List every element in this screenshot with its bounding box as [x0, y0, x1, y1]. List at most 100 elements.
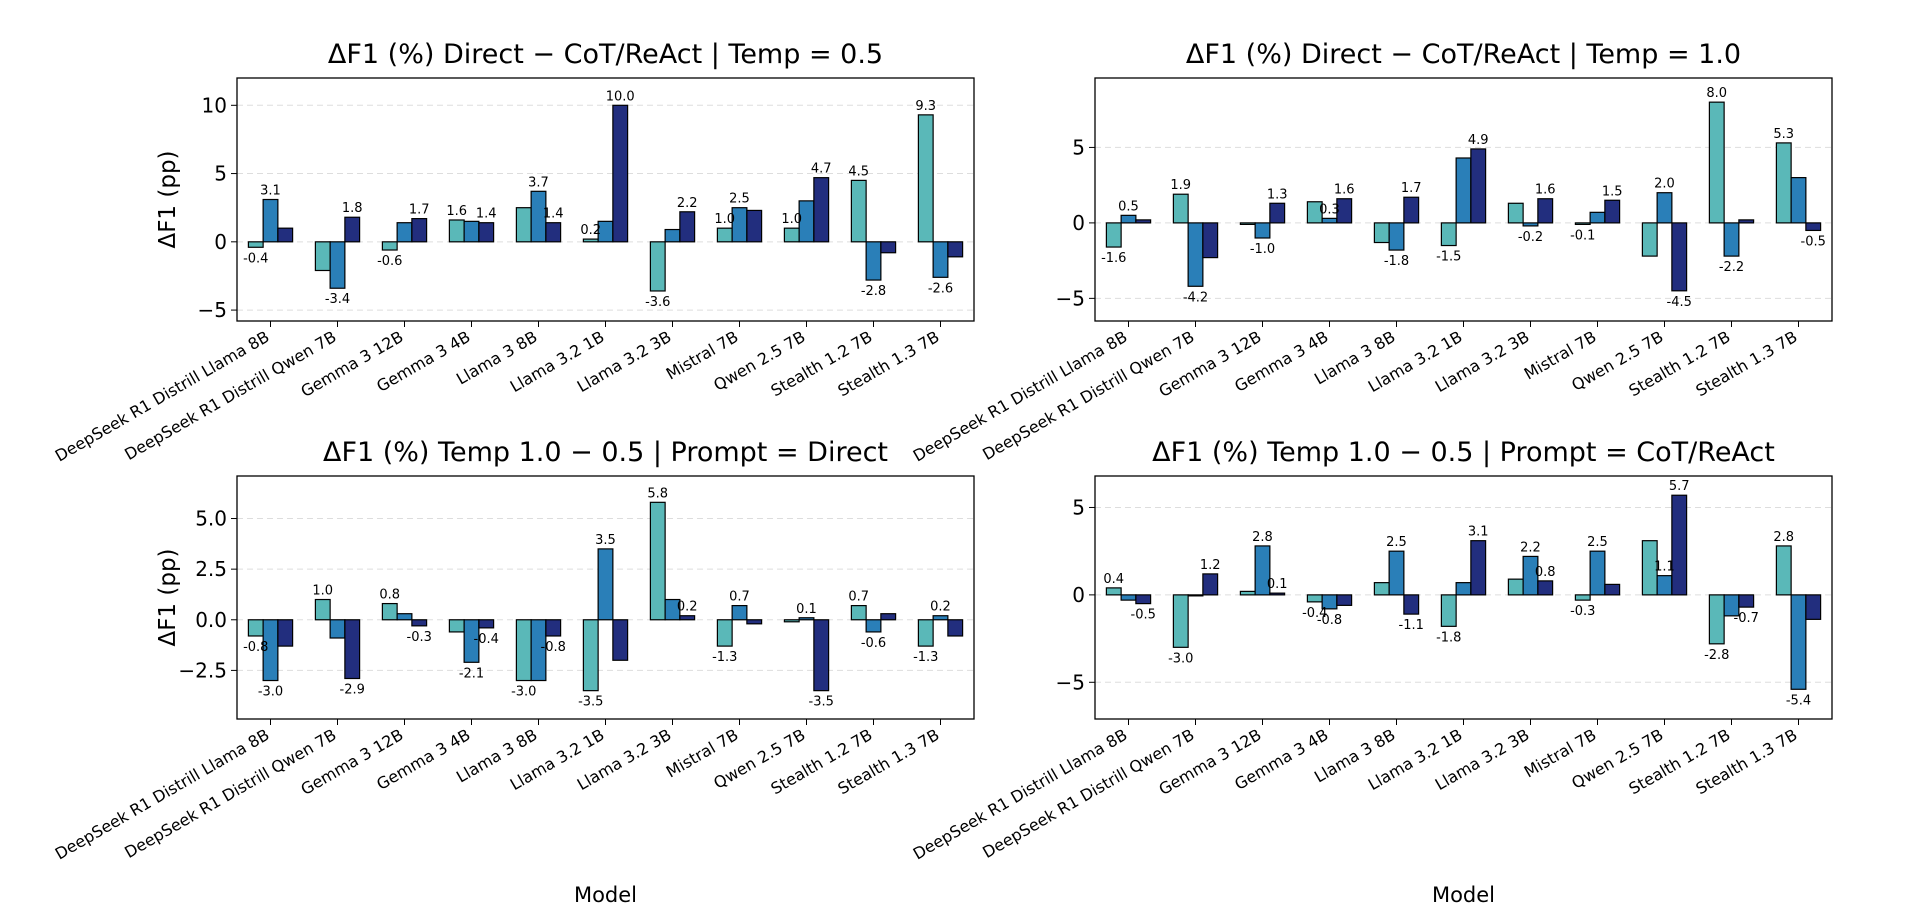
bar: [1507, 578, 1524, 596]
chart-panel-4: 0.4 -3.0 -0.4 -1.8 -0.3 -2.8 2.8 2.8 -0.8 2.5 2.2 2…: [910, 437, 1833, 907]
data-label: 5.7: [1669, 479, 1690, 494]
bar: [746, 209, 763, 243]
y-tick-label: 10: [202, 93, 227, 117]
data-label: 1.3: [1267, 187, 1288, 202]
data-label: -0.3: [407, 630, 432, 645]
data-label: 1.6: [1334, 183, 1355, 198]
bar: [1790, 177, 1807, 224]
data-label: 2.8: [1252, 530, 1273, 545]
bar: [1254, 222, 1271, 239]
bar: [1187, 222, 1204, 287]
data-label: -3.0: [258, 685, 283, 700]
bar: [411, 218, 428, 243]
bar: [1589, 211, 1606, 224]
bar: [1306, 594, 1323, 603]
bar: [1172, 594, 1189, 648]
data-label: -4.5: [1667, 295, 1692, 310]
bar: [1790, 594, 1807, 690]
data-label: -4.2: [1183, 290, 1208, 305]
y-tick-label: −5: [1056, 670, 1085, 694]
data-label: -0.3: [1570, 604, 1595, 619]
bar: [1403, 196, 1420, 224]
data-label: -1.3: [712, 650, 737, 665]
bar: [1105, 587, 1122, 596]
bar: [314, 598, 331, 621]
data-label: -1.5: [1436, 250, 1461, 265]
y-tick-label: −5: [1056, 286, 1085, 310]
data-label: 0.8: [379, 588, 400, 603]
data-label: -0.6: [861, 636, 886, 651]
y-tick-label: 0.0: [195, 608, 227, 632]
bar: [1455, 582, 1472, 596]
data-label: 9.3: [915, 99, 936, 114]
bar: [731, 604, 748, 621]
y-tick-label: 0: [1072, 583, 1085, 607]
bar: [1604, 199, 1621, 224]
y-axis-label: ΔF1 (pp): [155, 548, 181, 646]
data-label: 3.7: [528, 175, 549, 190]
bar: [716, 227, 733, 243]
bar: [1805, 222, 1822, 232]
bar: [947, 619, 964, 637]
chart-title: ΔF1 (%) Temp 1.0 − 0.5 | Prompt = Direct: [323, 437, 888, 468]
bar: [277, 227, 294, 243]
data-label: 1.0: [781, 212, 802, 227]
bar: [1574, 594, 1591, 601]
bar: [813, 177, 830, 243]
bar: [1589, 550, 1606, 596]
bar: [612, 104, 629, 243]
bar: [1135, 594, 1152, 605]
bar: [1321, 217, 1338, 224]
bar: [478, 619, 495, 629]
bar: [396, 613, 413, 621]
bar: [1187, 594, 1204, 597]
data-label: 3.5: [595, 533, 616, 548]
data-label: -1.0: [1250, 242, 1275, 257]
data-label: 4.5: [848, 164, 869, 179]
bar: [649, 241, 666, 292]
y-tick-label: 5.0: [195, 507, 227, 531]
data-label: -2.1: [459, 666, 484, 681]
data-label: -0.2: [1518, 230, 1543, 245]
bar: [381, 241, 398, 251]
data-label: 1.0: [312, 584, 333, 599]
bar: [1574, 222, 1591, 226]
bar: [1641, 222, 1658, 257]
bar: [515, 619, 532, 682]
bar: [1239, 222, 1256, 226]
data-label: 5.3: [1773, 127, 1794, 142]
data-label: 1.4: [543, 207, 564, 222]
data-label: -0.7: [1734, 611, 1759, 626]
bar: [1470, 148, 1487, 224]
bar: [1604, 583, 1621, 596]
y-tick-label: 0: [1072, 211, 1085, 235]
bar: [1522, 555, 1539, 596]
bar: [597, 548, 614, 621]
chart-title: ΔF1 (%) Direct − CoT/ReAct | Temp = 1.0: [1186, 39, 1741, 70]
bar: [381, 602, 398, 621]
data-label: 1.9: [1170, 178, 1191, 193]
data-label: -0.8: [1317, 613, 1342, 628]
bar: [262, 619, 279, 682]
bar: [917, 114, 934, 243]
bar: [1403, 594, 1420, 615]
data-label: -3.6: [645, 295, 670, 310]
bar: [1656, 192, 1673, 224]
bar: [932, 241, 949, 278]
bar: [746, 619, 763, 625]
bar: [1708, 594, 1725, 645]
data-label: -1.8: [1384, 254, 1409, 269]
data-label: -0.8: [541, 640, 566, 655]
bar: [582, 619, 599, 692]
bar: [865, 619, 882, 633]
bar: [1135, 219, 1152, 224]
data-label: 0.1: [1267, 577, 1288, 592]
data-label: -0.8: [243, 640, 268, 655]
data-label: -2.8: [1704, 648, 1729, 663]
data-label: -0.4: [1302, 606, 1327, 621]
bar: [1388, 550, 1405, 596]
data-label: 2.5: [1587, 535, 1608, 550]
data-label: 1.1: [1654, 560, 1675, 575]
data-label: -1.6: [1101, 251, 1126, 266]
